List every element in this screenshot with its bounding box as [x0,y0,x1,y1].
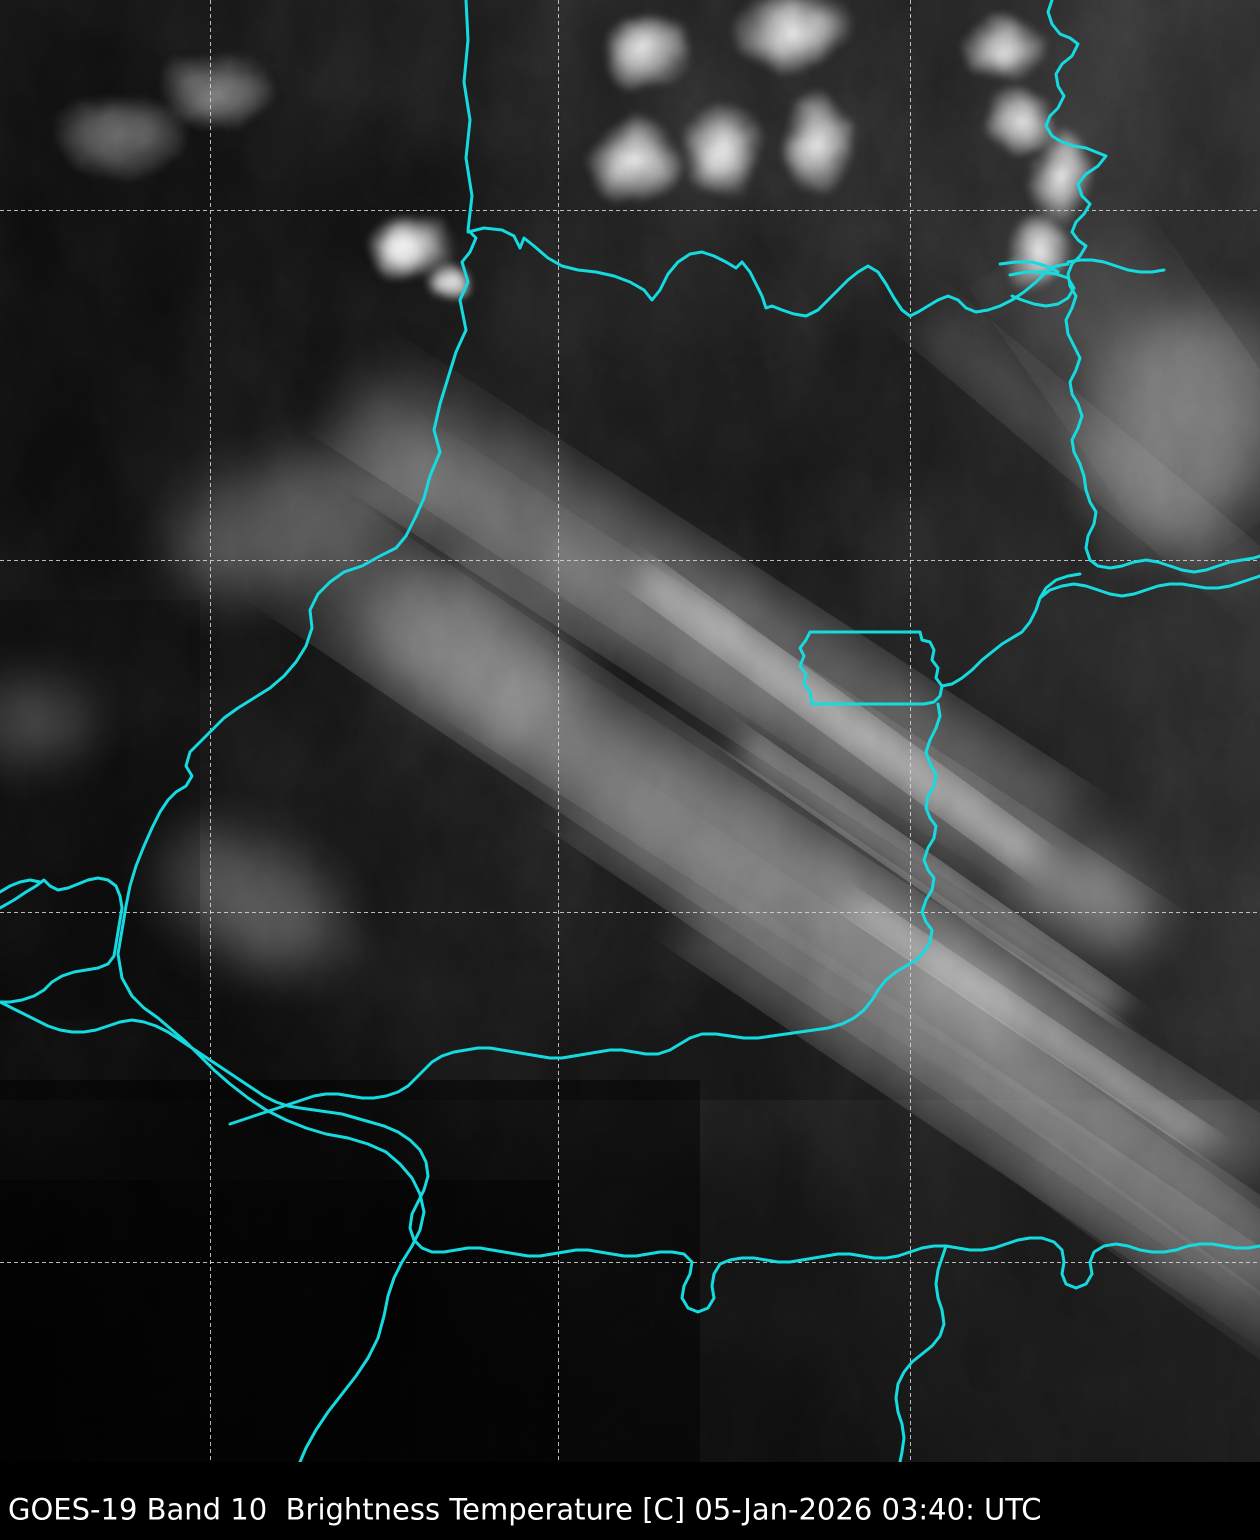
brightness-temperature-raster [0,0,1260,1462]
product-caption: GOES-19 Band 10 Brightness Temperature [… [8,1492,1042,1527]
satellite-image-panel [0,0,1260,1462]
caption-bar: GOES-19 Band 10 Brightness Temperature [… [0,1462,1260,1540]
